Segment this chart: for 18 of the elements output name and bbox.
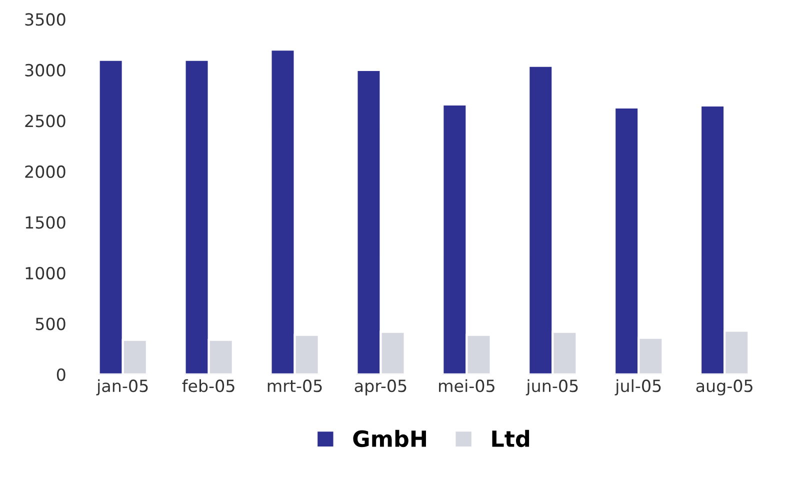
x-tick-label: jul-05 <box>614 379 661 396</box>
x-tick-label: apr-05 <box>354 380 406 396</box>
x-tick-label: aug-05 <box>696 380 752 396</box>
x-tick-label: jun-05 <box>526 379 578 396</box>
x-tick-label: mrt-05 <box>268 380 322 392</box>
legend-label: GmbH <box>353 430 426 448</box>
y-tick-label: 3500 <box>25 13 66 26</box>
y-tick-label: 1500 <box>26 216 66 229</box>
legend-label: Ltd <box>492 430 530 448</box>
x-tick-label: mei-05 <box>439 379 494 392</box>
y-tick-label: 2500 <box>25 114 66 128</box>
y-tick-label: 500 <box>36 318 66 330</box>
y-tick-label: 3000 <box>25 64 66 77</box>
y-tick-label: 0 <box>56 368 66 381</box>
y-tick-label: 2000 <box>25 165 66 178</box>
y-tick-label: 1000 <box>26 266 66 280</box>
x-tick-label: feb-05 <box>182 379 234 392</box>
x-tick-label: jan-05 <box>96 379 148 396</box>
